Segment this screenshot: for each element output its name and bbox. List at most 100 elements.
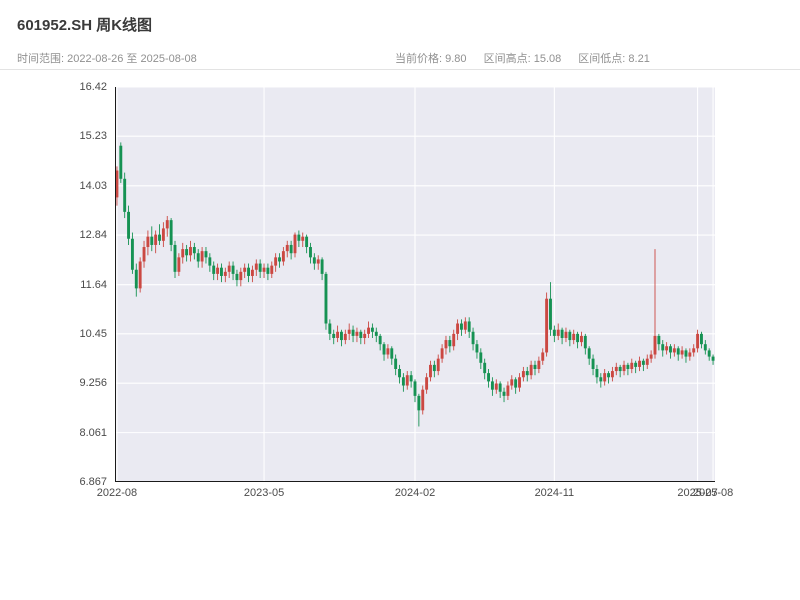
candle	[262, 263, 266, 279]
candle	[293, 232, 297, 258]
candle	[498, 381, 502, 398]
candle	[216, 263, 220, 281]
candle	[367, 321, 370, 338]
candle	[359, 329, 363, 345]
candle	[494, 379, 498, 394]
candle	[580, 331, 583, 347]
candle	[281, 247, 285, 266]
candle	[672, 344, 676, 357]
candle	[386, 344, 390, 359]
candle	[254, 259, 258, 276]
candle	[239, 267, 243, 287]
candle	[343, 329, 347, 345]
candle	[463, 317, 467, 334]
candle	[448, 335, 452, 353]
candle	[483, 358, 487, 380]
candle	[258, 259, 262, 279]
candle	[285, 240, 289, 258]
x-tick-label: 2024-11	[534, 487, 575, 499]
candle	[351, 325, 355, 343]
candle	[436, 354, 440, 376]
candle	[502, 387, 506, 403]
candle	[127, 205, 130, 245]
candle	[452, 329, 456, 351]
candle	[703, 340, 707, 355]
y-tick-label: 9.256	[79, 377, 107, 390]
candle	[490, 377, 494, 396]
date-range-text: 时间范围: 2022-08-26 至 2025-08-08	[17, 53, 197, 65]
candle	[425, 373, 429, 394]
candle	[405, 371, 409, 390]
y-tick-label: 6.867	[79, 476, 107, 488]
candle	[398, 364, 401, 384]
candle	[150, 226, 154, 252]
page-title: 601952.SH 周K线图	[17, 17, 153, 34]
candle	[638, 356, 641, 372]
candle	[363, 329, 367, 345]
x-tick-label: 2023-05	[243, 487, 285, 499]
candle	[247, 263, 250, 283]
candle	[266, 263, 270, 281]
header-divider	[0, 69, 800, 70]
candle	[556, 323, 560, 341]
candle	[700, 331, 703, 349]
candle	[626, 362, 630, 376]
candle	[506, 381, 510, 401]
candle	[340, 329, 343, 347]
candle	[583, 333, 587, 355]
candle	[467, 317, 471, 338]
candle	[669, 344, 672, 359]
candle	[336, 325, 340, 343]
candle	[320, 257, 324, 281]
candle	[212, 261, 216, 281]
candle	[564, 327, 568, 343]
candle	[274, 253, 278, 272]
candle	[696, 329, 700, 353]
candle	[297, 230, 301, 248]
candle	[394, 354, 398, 376]
candle	[432, 360, 436, 378]
y-tick-label: 16.42	[79, 81, 107, 93]
candle	[165, 216, 169, 237]
candle	[591, 354, 595, 376]
candle	[444, 335, 448, 355]
candle	[440, 344, 444, 363]
candle	[610, 366, 614, 382]
candle	[417, 393, 421, 427]
candle	[316, 255, 320, 270]
candle	[192, 242, 196, 260]
candle	[560, 327, 564, 345]
candle	[177, 253, 181, 276]
x-tick-label: 2025-07	[677, 487, 718, 499]
candle	[200, 247, 204, 268]
y-tick-label: 12.84	[79, 229, 107, 242]
candle	[529, 360, 533, 380]
candle	[595, 364, 599, 384]
candle	[130, 232, 134, 274]
price-stats-text: 当前价格: 9.80 区间高点: 15.08 区间低点: 8.21	[395, 50, 664, 66]
candle	[618, 364, 622, 378]
candle	[541, 348, 545, 365]
candle	[680, 346, 684, 359]
candle	[142, 240, 146, 268]
candle	[587, 346, 591, 365]
candle	[641, 358, 645, 372]
candle	[653, 249, 657, 359]
candle	[355, 327, 359, 343]
candle	[676, 346, 680, 361]
candle	[278, 253, 281, 268]
candle	[158, 224, 161, 245]
candle	[684, 348, 688, 363]
candle	[475, 340, 479, 359]
candle	[429, 360, 432, 382]
candle	[390, 346, 394, 365]
candle	[378, 333, 382, 351]
candle	[607, 371, 610, 384]
candle	[204, 247, 208, 264]
candle	[630, 358, 634, 374]
candle	[661, 340, 665, 357]
candle	[231, 261, 235, 281]
y-axis-labels: 16.42 15.23 14.03 12.84 11.64 10.45 9.256 8.061…	[0, 81, 107, 488]
candle	[227, 261, 231, 279]
